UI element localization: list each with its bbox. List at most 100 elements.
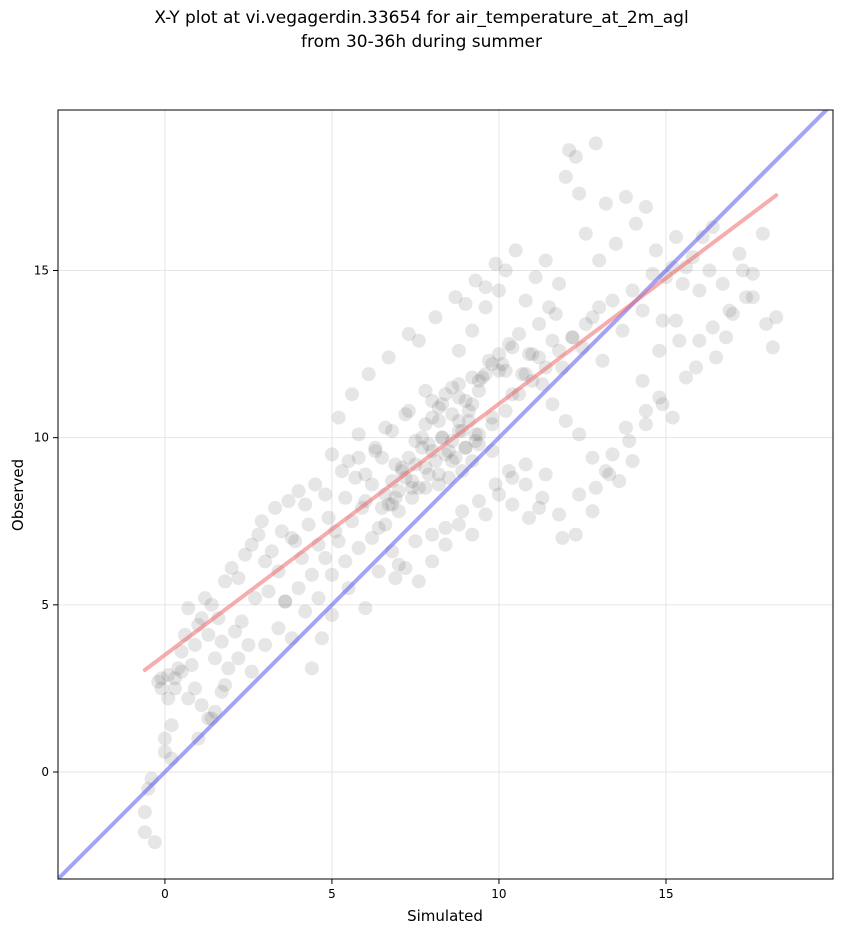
data-point (495, 357, 510, 372)
data-point (344, 387, 359, 402)
data-point (572, 487, 587, 502)
data-point (588, 480, 603, 495)
data-point (648, 243, 663, 258)
data-point (451, 413, 466, 428)
y-axis-label: Observed (9, 459, 27, 531)
data-point (668, 230, 683, 245)
data-point (498, 263, 513, 278)
data-point (157, 744, 172, 759)
data-point (445, 407, 460, 422)
data-point (451, 517, 466, 532)
data-point (378, 517, 393, 532)
data-point (348, 470, 363, 485)
data-point (425, 410, 440, 425)
data-point (184, 658, 199, 673)
data-point (204, 597, 219, 612)
identity-line (58, 110, 830, 879)
data-point (438, 387, 453, 402)
data-point (705, 220, 720, 235)
data-point (425, 554, 440, 569)
data-point (385, 423, 400, 438)
data-point (451, 390, 466, 405)
data-point (468, 273, 483, 288)
data-point (618, 420, 633, 435)
data-point (338, 490, 353, 505)
data-point (378, 420, 393, 435)
data-point (351, 427, 366, 442)
data-point (485, 417, 500, 432)
data-point (388, 490, 403, 505)
data-point (652, 343, 667, 358)
data-point (538, 253, 553, 268)
data-point (398, 407, 413, 422)
data-point (645, 266, 660, 281)
data-point (625, 454, 640, 469)
data-point (458, 440, 473, 455)
data-point (592, 300, 607, 315)
data-point (465, 454, 480, 469)
data-point (234, 614, 249, 629)
data-point (351, 540, 366, 555)
data-point (545, 333, 560, 348)
data-point (137, 825, 152, 840)
data-point (769, 310, 784, 325)
data-point (532, 350, 547, 365)
axis-ticks: 0 5 10 15 0 5 10 15 (34, 263, 674, 901)
data-point (565, 330, 580, 345)
data-point (548, 306, 563, 321)
data-point (595, 353, 610, 368)
data-point (298, 497, 313, 512)
data-point (341, 454, 356, 469)
data-point (465, 527, 480, 542)
data-point (358, 601, 373, 616)
data-point (415, 430, 430, 445)
data-point (465, 323, 480, 338)
data-point (405, 480, 420, 495)
data-point (675, 276, 690, 291)
data-point (705, 320, 720, 335)
data-point (398, 561, 413, 576)
data-point (568, 149, 583, 164)
data-point (552, 507, 567, 522)
data-point (478, 300, 493, 315)
data-point (428, 454, 443, 469)
data-point (221, 661, 236, 676)
data-point (518, 477, 533, 492)
data-point (301, 517, 316, 532)
data-point (278, 594, 293, 609)
data-point (375, 500, 390, 515)
data-point (745, 266, 760, 281)
x-tick-label: 10 (491, 887, 506, 901)
plot-frame (57, 109, 834, 880)
data-point (475, 370, 490, 385)
data-point (518, 367, 533, 382)
data-point (208, 651, 223, 666)
data-point (371, 564, 386, 579)
data-point (187, 637, 202, 652)
data-point (468, 427, 483, 442)
data-point (391, 484, 406, 499)
data-point (739, 290, 754, 305)
data-point (411, 574, 426, 589)
data-point (498, 403, 513, 418)
data-point (528, 270, 543, 285)
x-tick-label: 0 (161, 887, 169, 901)
data-point (635, 373, 650, 388)
data-point (418, 460, 433, 475)
data-point (381, 350, 396, 365)
data-point (565, 330, 580, 345)
data-point (615, 323, 630, 338)
data-point (498, 363, 513, 378)
data-point (488, 256, 503, 271)
data-point (147, 835, 162, 850)
data-point (208, 704, 223, 719)
data-point (435, 430, 450, 445)
data-point (598, 464, 613, 479)
data-point (478, 367, 493, 382)
data-point (478, 507, 493, 522)
data-point (391, 504, 406, 519)
data-points (137, 136, 784, 850)
data-point (622, 434, 637, 449)
data-point (324, 567, 339, 582)
